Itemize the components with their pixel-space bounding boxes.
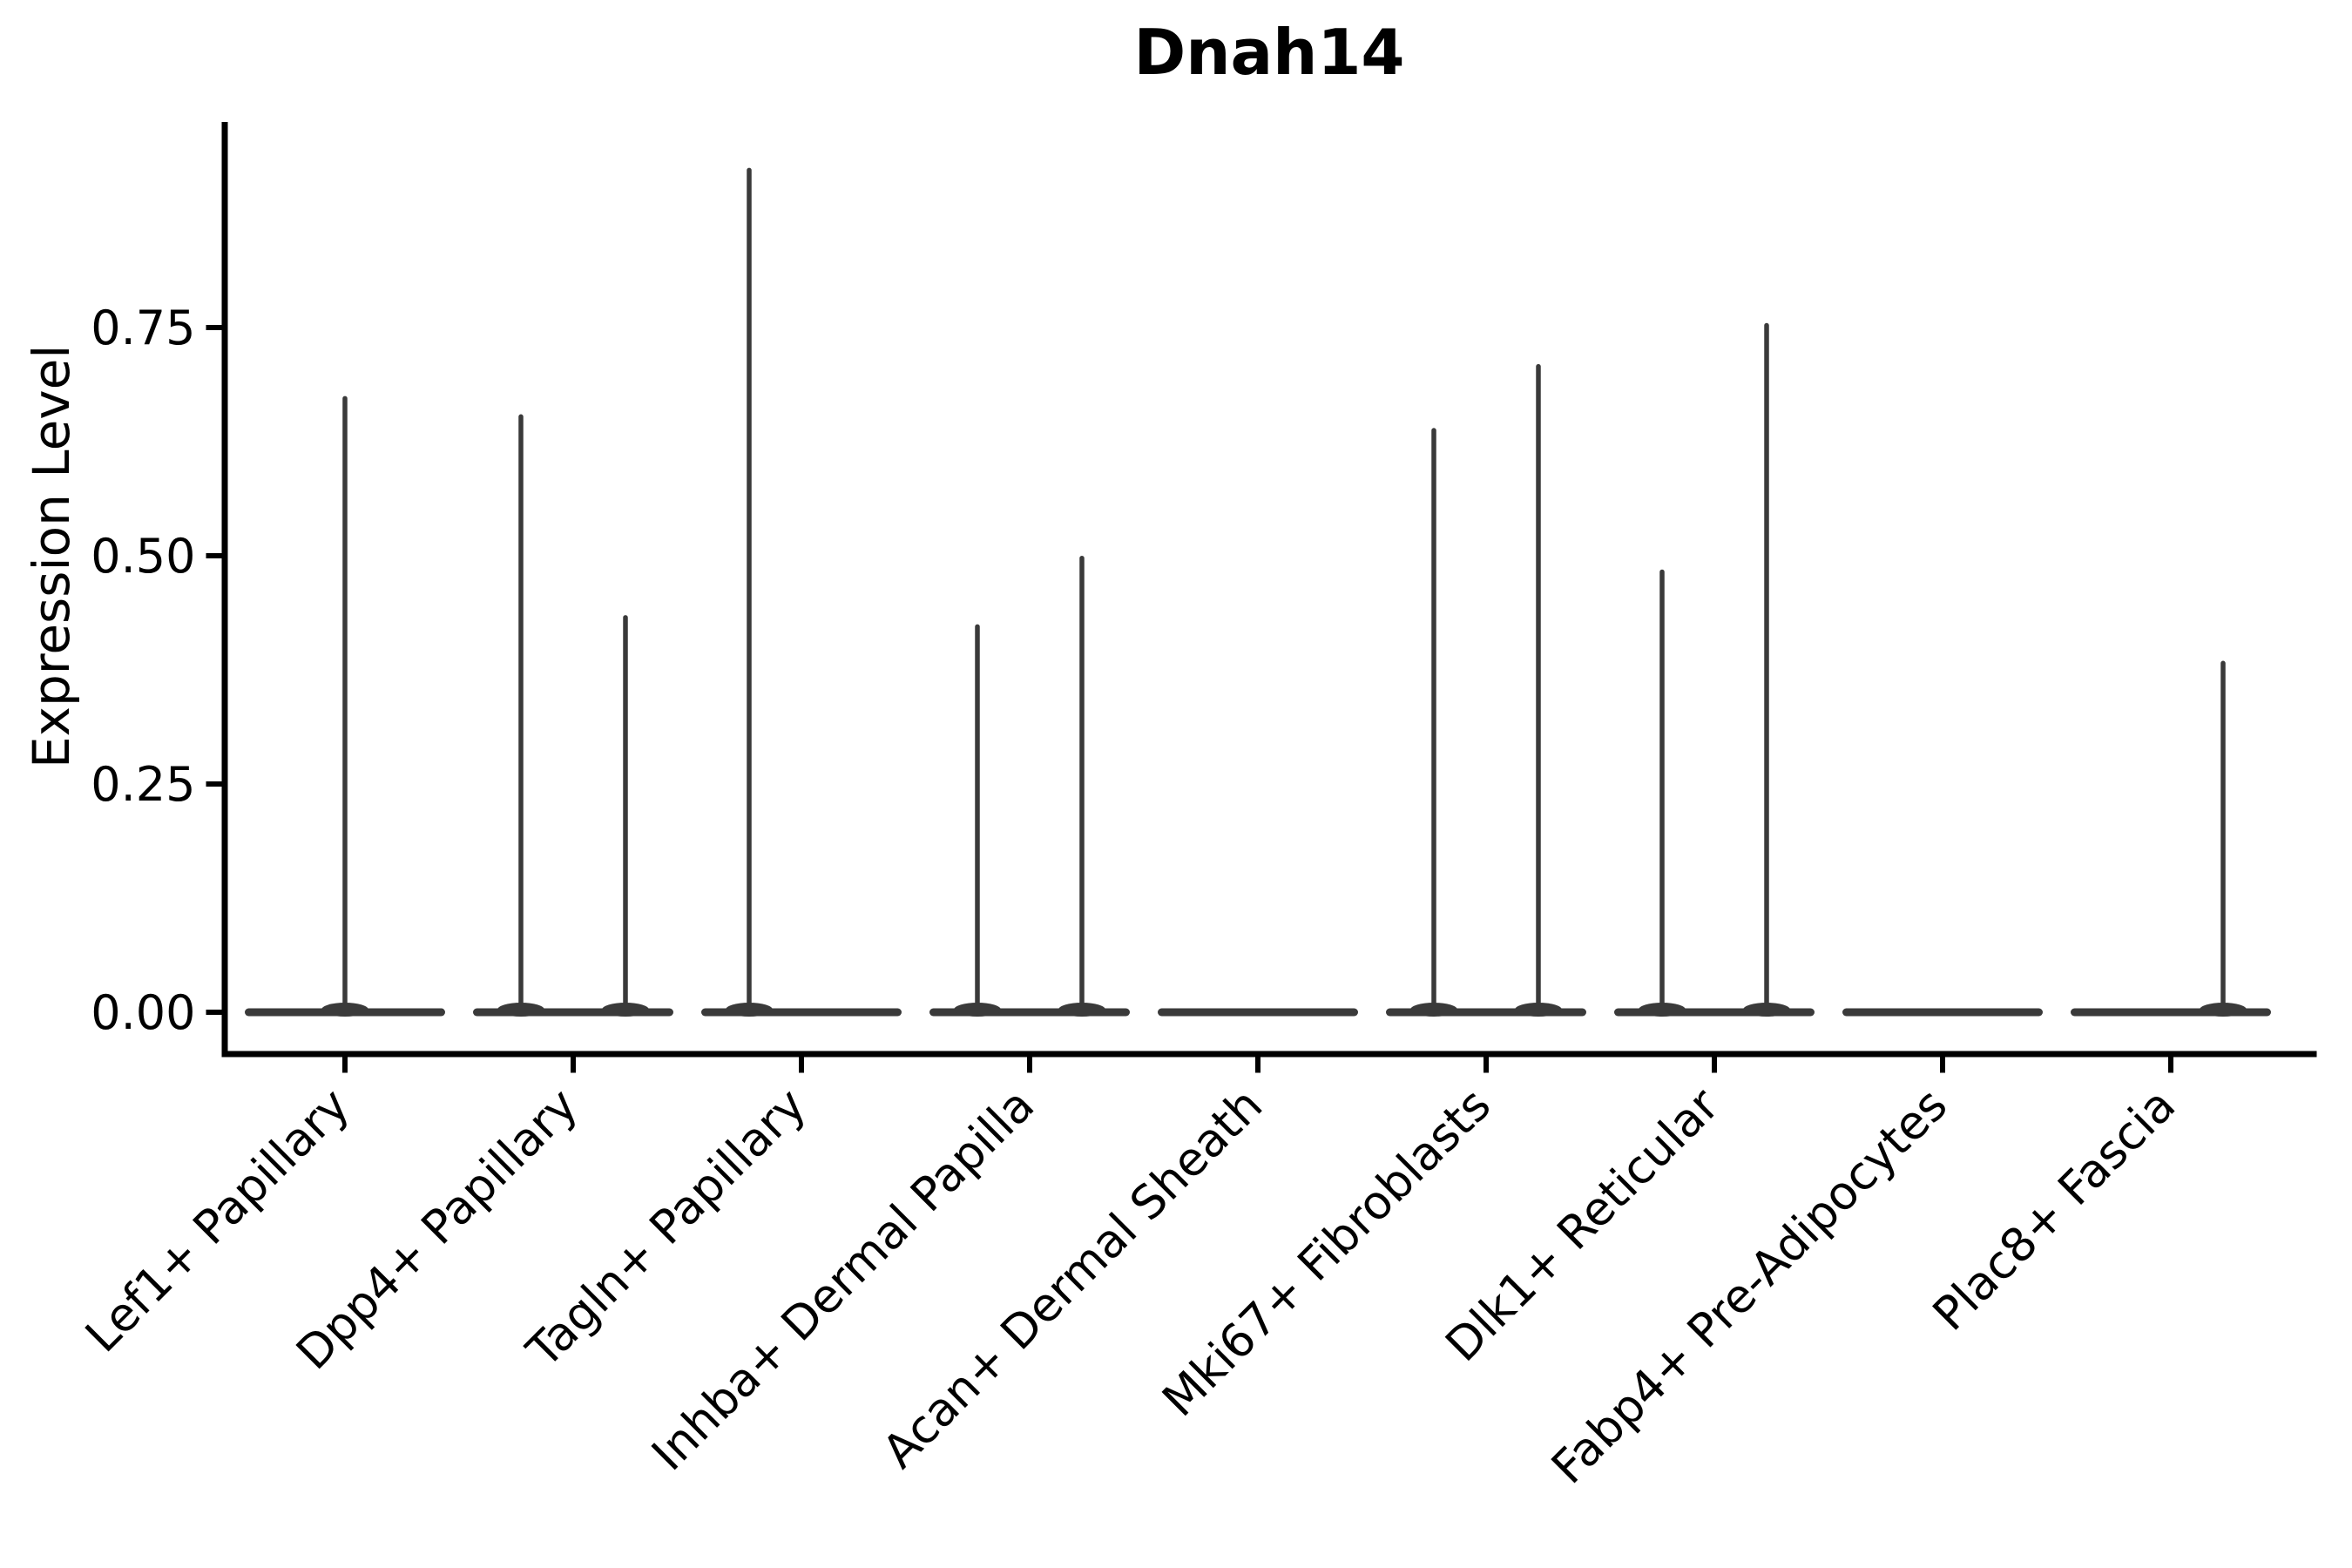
violin-spike [342,395,348,1017]
violin-body [1158,1008,1358,1017]
y-tick-label: 0.25 [91,757,195,812]
y-tick-label: 0.50 [91,529,195,584]
y-tick [206,325,222,330]
x-tick-label: Inhba+ Dermal Papilla [642,1078,1044,1481]
x-tick [799,1057,804,1073]
chart-title: Dnah14 [1133,16,1405,89]
violin-spike [1079,556,1085,1017]
y-axis-spine [221,122,228,1058]
x-axis-spine [221,1051,2317,1058]
violin-spike [1764,322,1769,1017]
violin-body [1842,1008,2043,1017]
y-tick [206,1010,222,1015]
x-tick [571,1057,576,1073]
y-tick-label: 0.75 [91,301,195,355]
y-tick [206,781,222,787]
x-tick [1255,1057,1260,1073]
violin-spike [518,414,524,1017]
y-tick-label: 0.00 [91,985,195,1040]
x-tick-label: Fabp4+ Pre-Adipocytes [1542,1078,1957,1494]
x-tick [1712,1057,1717,1073]
violin-spike [1431,428,1436,1017]
violin-spike [623,615,628,1017]
y-tick [206,553,222,558]
x-tick-label: Acan+ Dermal Sheath [873,1078,1273,1478]
violin-spike [747,167,752,1017]
violin-spike [975,624,980,1017]
x-tick [342,1057,348,1073]
violin-spike [1536,363,1541,1017]
x-tick [1484,1057,1489,1073]
x-tick-label: Plac8+ Fascia [1923,1078,2186,1341]
x-tick [1027,1057,1032,1073]
x-tick [1940,1057,1945,1073]
x-tick [2168,1057,2173,1073]
violin-spike [1659,569,1665,1017]
violin-spike [2220,660,2226,1017]
